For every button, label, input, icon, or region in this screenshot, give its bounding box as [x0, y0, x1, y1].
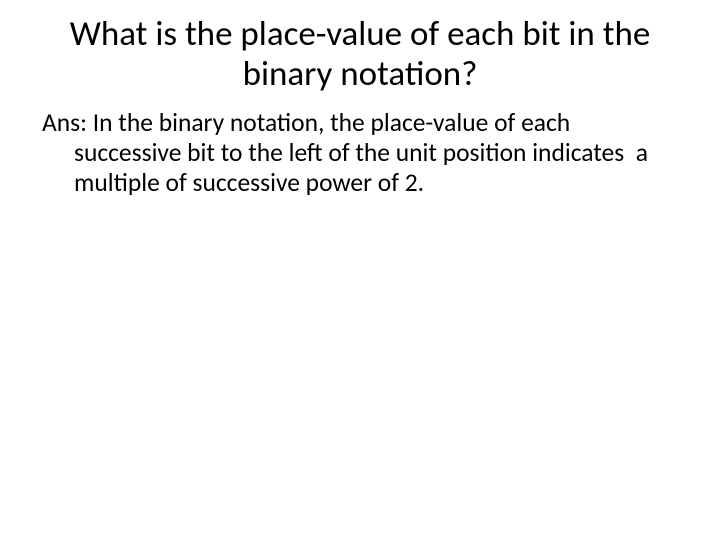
- slide-title: What is the place-value of each bit in t…: [60, 14, 660, 95]
- body-paragraph: Ans: In the binary notation, the place-v…: [42, 108, 660, 198]
- slide-body: Ans: In the binary notation, the place-v…: [42, 108, 660, 198]
- slide: What is the place-value of each bit in t…: [0, 0, 720, 540]
